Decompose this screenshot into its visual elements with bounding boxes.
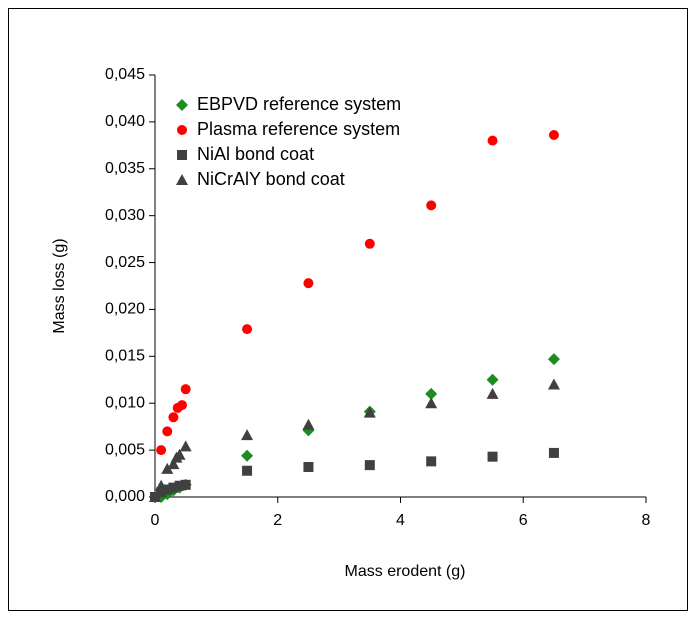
legend-marker [176,174,188,185]
legend-marker [176,99,188,111]
point [426,200,437,211]
point [179,440,192,452]
y-tick-label: 0,020 [105,301,145,318]
point [303,461,314,472]
point [302,418,315,430]
point [425,397,438,409]
point [241,429,254,441]
y-tick-label: 0,045 [105,66,145,83]
y-tick-label: 0,000 [105,488,145,505]
point [487,451,498,462]
point [161,462,174,474]
x-tick-label: 8 [642,512,651,529]
y-tick-label: 0,015 [105,348,145,365]
x-tick-label: 0 [151,512,160,529]
point [425,387,438,400]
y-tick-label: 0,040 [105,113,145,130]
legend-label: EBPVD reference system [197,94,401,114]
point [426,456,437,467]
y-tick-label: 0,035 [105,160,145,177]
point [168,412,179,423]
point [149,491,161,502]
y-tick-label: 0,005 [105,441,145,458]
x-tick-label: 2 [273,512,282,529]
point [486,387,499,399]
point [167,458,180,470]
point [547,378,560,390]
point [173,448,186,460]
point [487,135,498,146]
point [364,238,375,249]
x-tick-label: 4 [396,512,405,529]
point [156,487,167,498]
legend-marker [177,125,187,135]
legend-label: NiAl bond coat [197,144,314,164]
y-tick-label: 0,030 [105,207,145,224]
point [548,130,559,141]
point [180,479,191,490]
point [155,479,168,491]
x-axis-label: Mass erodent (g) [345,563,466,580]
point [364,460,375,471]
legend-marker [177,150,187,160]
point [548,447,559,458]
legend-label: Plasma reference system [197,119,400,139]
point [303,278,314,289]
point [162,426,173,437]
point [162,484,173,495]
x-tick-label: 6 [519,512,528,529]
frame [8,8,688,611]
point [547,353,560,366]
y-tick-label: 0,025 [105,254,145,271]
point [242,324,253,335]
point [177,400,188,411]
legend-label: NiCrAlY bond coat [197,169,345,189]
point [180,384,191,395]
point [156,445,167,456]
point [363,406,376,418]
y-tick-label: 0,010 [105,394,145,411]
point [168,482,179,493]
point [242,465,253,476]
point [241,449,254,462]
point [486,373,499,386]
point [174,480,185,491]
y-axis-label: Mass loss (g) [51,238,68,333]
